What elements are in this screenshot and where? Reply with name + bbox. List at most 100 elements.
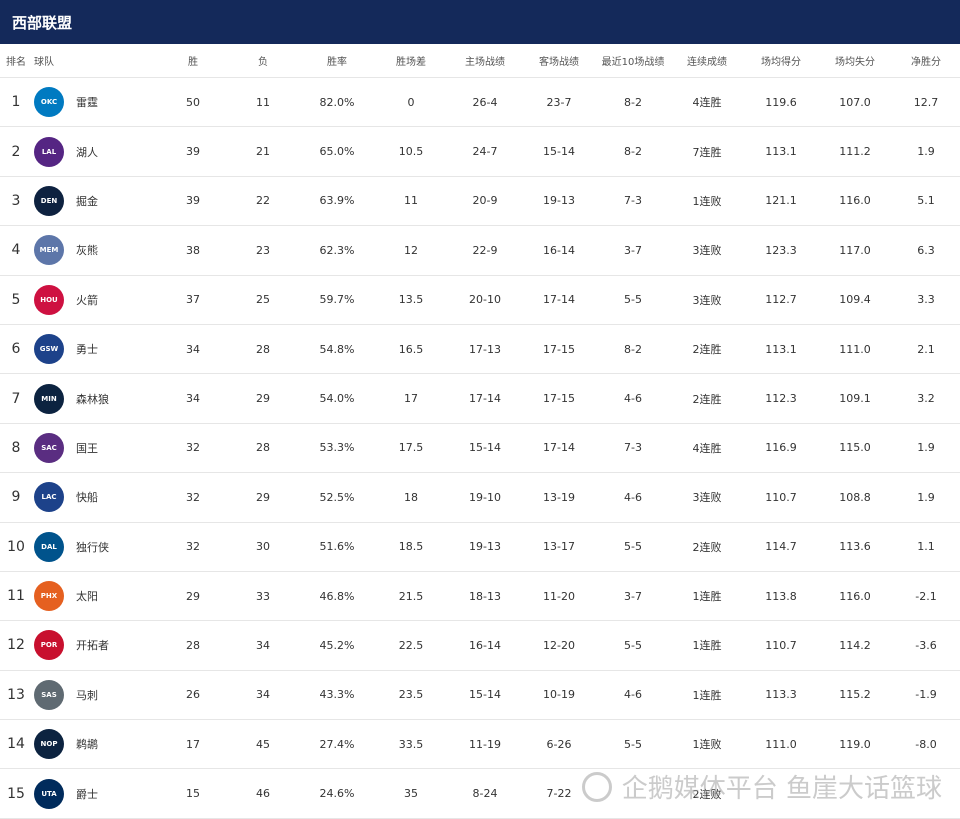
team-cell[interactable]: LAL 湖人	[32, 126, 160, 177]
away-record-cell: 12-20	[522, 620, 596, 671]
games-behind-cell: 23.5	[374, 670, 448, 721]
team-cell[interactable]: OKC 雷霆	[32, 77, 160, 128]
team-name[interactable]: 太阳	[76, 590, 98, 604]
oppg-cell: 119.0	[818, 719, 892, 770]
team-name[interactable]: 快船	[76, 491, 98, 505]
table-row[interactable]: 10 DAL 独行侠 32 30 51.6% 18.5 19-13 13-17 5-5 2连败 114…	[0, 522, 960, 572]
table-row[interactable]: 2 LAL 湖人 39 21 65.0% 10.5 24-7 15-14 8-2 7连胜 113.1 1…	[0, 126, 960, 177]
home-record-cell: 20-9	[448, 176, 522, 227]
table-row[interactable]: 8 SAC 国王 32 28 53.3% 17.5 15-14 17-14 7-3 4连胜 116.9…	[0, 423, 960, 474]
win-pct-cell: 43.3%	[300, 670, 374, 721]
team-cell[interactable]: GSW 勇士	[32, 324, 160, 375]
suns-logo-icon: PHX	[34, 581, 64, 612]
table-row[interactable]: 9 LAC 快船 32 29 52.5% 18 19-10 13-19 4-6 3连败 110.7 10…	[0, 472, 960, 523]
table-row[interactable]: 7 MIN 森林狼 34 29 54.0% 17 17-14 17-15 4-6 2连胜 112.3 1…	[0, 373, 960, 424]
pelicans-logo-icon: NOP	[34, 729, 64, 760]
team-cell[interactable]: POR 开拓者	[32, 620, 160, 671]
games-behind-cell: 22.5	[374, 620, 448, 671]
win-pct-cell: 54.8%	[300, 324, 374, 375]
col-away: 客场战绩	[522, 44, 596, 78]
oppg-cell: 115.2	[818, 670, 892, 721]
table-row[interactable]: 5 HOU 火箭 37 25 59.7% 13.5 20-10 17-14 5-5 3连败 112.7…	[0, 275, 960, 325]
ppg-cell: 123.3	[744, 225, 818, 276]
games-behind-cell: 35	[374, 768, 448, 819]
team-name[interactable]: 火箭	[76, 293, 98, 307]
last10-record-cell: 5-5	[596, 522, 670, 572]
streak-cell: 3连败	[670, 225, 744, 276]
team-name[interactable]: 灰熊	[76, 244, 98, 258]
team-cell[interactable]: MIN 森林狼	[32, 373, 160, 424]
team-name[interactable]: 爵士	[76, 787, 98, 801]
last10-record-cell: 8-2	[596, 324, 670, 375]
home-record-cell: 19-10	[448, 472, 522, 523]
col-oppg: 场均失分	[818, 44, 892, 78]
team-cell[interactable]: MEM 灰熊	[32, 225, 160, 276]
wins-cell: 38	[160, 225, 226, 276]
team-cell[interactable]: PHX 太阳	[32, 571, 160, 622]
team-cell[interactable]: LAC 快船	[32, 472, 160, 523]
team-name[interactable]: 森林狼	[76, 392, 109, 406]
streak-cell: 4连胜	[670, 423, 744, 474]
losses-cell: 33	[226, 571, 300, 622]
table-row[interactable]: 6 GSW 勇士 34 28 54.8% 16.5 17-13 17-15 8-2 2连胜 113.1…	[0, 324, 960, 375]
conference-header: 西部联盟	[0, 0, 960, 44]
wins-cell: 29	[160, 571, 226, 622]
losses-cell: 46	[226, 768, 300, 819]
point-diff-cell: 3.2	[892, 373, 960, 424]
table-row[interactable]: 12 POR 开拓者 28 34 45.2% 22.5 16-14 12-20 5-5 1连胜 110…	[0, 620, 960, 671]
oppg-cell: 117.0	[818, 225, 892, 276]
table-row[interactable]: 1 OKC 雷霆 50 11 82.0% 0 26-4 23-7 8-2 4连胜 119.6 107.0…	[0, 77, 960, 128]
wins-cell: 50	[160, 77, 226, 128]
team-name[interactable]: 鹈鹕	[76, 738, 98, 752]
grizzlies-logo-icon: MEM	[34, 235, 64, 266]
rank-cell: 2	[0, 126, 32, 177]
team-cell[interactable]: SAS 马刺	[32, 670, 160, 721]
ppg-cell: 113.1	[744, 126, 818, 177]
rank-cell: 7	[0, 373, 32, 424]
team-name[interactable]: 国王	[76, 441, 98, 455]
win-pct-cell: 82.0%	[300, 77, 374, 128]
team-cell[interactable]: SAC 国王	[32, 423, 160, 474]
away-record-cell: 17-15	[522, 373, 596, 424]
team-cell[interactable]: HOU 火箭	[32, 275, 160, 325]
table-row[interactable]: 4 MEM 灰熊 38 23 62.3% 12 22-9 16-14 3-7 3连败 123.3 117…	[0, 225, 960, 276]
last10-record-cell: 4-6	[596, 373, 670, 424]
home-record-cell: 15-14	[448, 670, 522, 721]
away-record-cell: 11-20	[522, 571, 596, 622]
team-name[interactable]: 马刺	[76, 688, 98, 702]
team-cell[interactable]: UTA 爵士	[32, 768, 160, 819]
last10-record-cell: 7-3	[596, 423, 670, 474]
table-row[interactable]: 13 SAS 马刺 26 34 43.3% 23.5 15-14 10-19 4-6 1连胜 113.…	[0, 670, 960, 721]
col-team: 球队	[32, 44, 160, 78]
rank-cell: 15	[0, 768, 32, 819]
team-name[interactable]: 湖人	[76, 145, 98, 159]
wins-cell: 34	[160, 373, 226, 424]
win-pct-cell: 45.2%	[300, 620, 374, 671]
losses-cell: 21	[226, 126, 300, 177]
team-cell[interactable]: NOP 鹈鹕	[32, 719, 160, 770]
table-row[interactable]: 3 DEN 掘金 39 22 63.9% 11 20-9 19-13 7-3 1连败 121.1 116…	[0, 176, 960, 227]
rank-cell: 14	[0, 719, 32, 770]
away-record-cell: 23-7	[522, 77, 596, 128]
home-record-cell: 22-9	[448, 225, 522, 276]
team-name[interactable]: 勇士	[76, 343, 98, 357]
team-name[interactable]: 雷霆	[76, 96, 98, 110]
ppg-cell: 110.7	[744, 472, 818, 523]
losses-cell: 34	[226, 670, 300, 721]
streak-cell: 1连胜	[670, 571, 744, 622]
team-name[interactable]: 掘金	[76, 194, 98, 208]
losses-cell: 25	[226, 275, 300, 325]
table-row[interactable]: 15 UTA 爵士 15 46 24.6% 35 8-24 7-22 2连败	[0, 768, 960, 819]
losses-cell: 30	[226, 522, 300, 572]
table-row[interactable]: 14 NOP 鹈鹕 17 45 27.4% 33.5 11-19 6-26 5-5 1连败 111.0…	[0, 719, 960, 770]
team-name[interactable]: 独行侠	[76, 540, 109, 554]
oppg-cell: 109.1	[818, 373, 892, 424]
win-pct-cell: 54.0%	[300, 373, 374, 424]
away-record-cell: 13-17	[522, 522, 596, 572]
rank-cell: 4	[0, 225, 32, 276]
table-row[interactable]: 11 PHX 太阳 29 33 46.8% 21.5 18-13 11-20 3-7 1连胜 113.…	[0, 571, 960, 622]
team-cell[interactable]: DAL 独行侠	[32, 522, 160, 572]
team-cell[interactable]: DEN 掘金	[32, 176, 160, 227]
table-header-row: 排名 球队 胜 负 胜率 胜场差 主场战绩 客场战绩 最近10场战绩 连续成绩 …	[0, 44, 960, 78]
team-name[interactable]: 开拓者	[76, 639, 109, 653]
